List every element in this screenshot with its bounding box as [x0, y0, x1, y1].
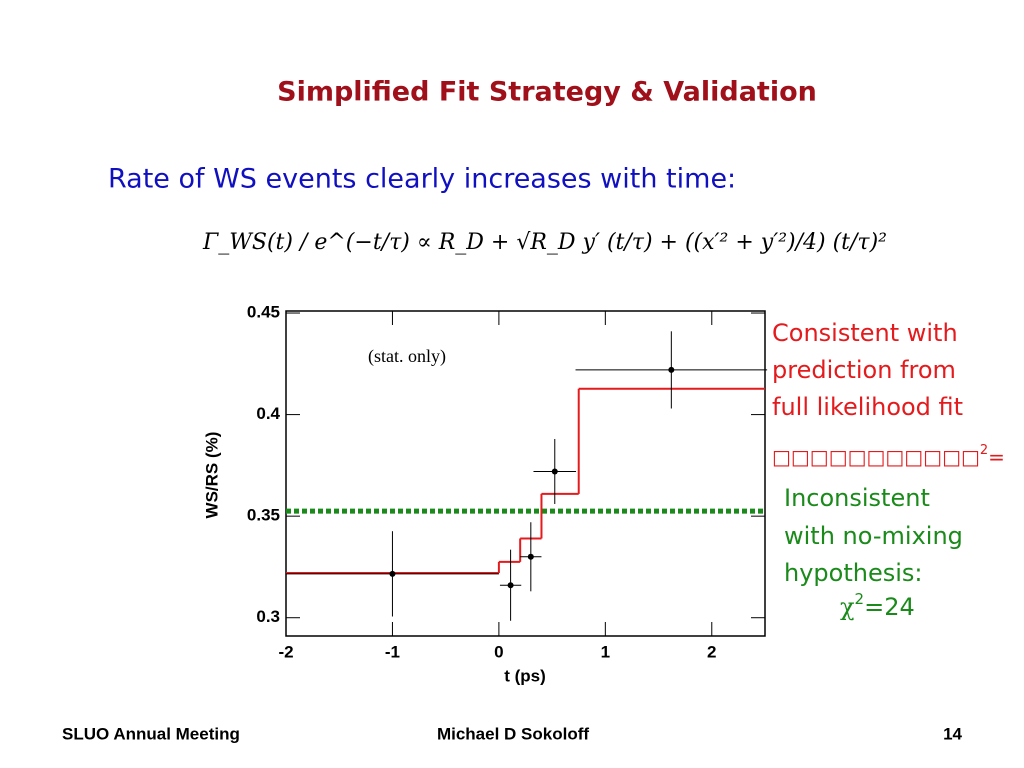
y-axis-label: WS/RS (%) [202, 432, 221, 519]
note-chi: χ2=24 [840, 590, 915, 622]
note-chi: □□□□□□□□□□□2= [772, 443, 1005, 469]
data-point [507, 582, 514, 589]
title: Simplified Fit Strategy & Validation [277, 77, 817, 108]
note-line: prediction from [772, 356, 956, 384]
y-tick-label: 0.45 [247, 303, 280, 322]
note-line: Inconsistent [784, 484, 930, 512]
data-point [668, 366, 675, 373]
footer-right: 14 [943, 724, 962, 743]
chi-rest: =24 [864, 593, 915, 621]
note-line: hypothesis: [784, 559, 922, 587]
data-point [551, 468, 558, 475]
x-axis-label: t (ps) [504, 666, 546, 685]
chi: χ [840, 593, 855, 621]
footer-center: Michael D Sokoloff [437, 724, 589, 743]
sup: 2 [855, 590, 865, 608]
x-tick-label: -2 [278, 642, 293, 661]
x-tick-label: 0 [494, 642, 503, 661]
footer-left: SLUO Annual Meeting [62, 724, 240, 743]
data-point [527, 553, 534, 560]
subtitle: Rate of WS events clearly increases with… [108, 164, 736, 195]
formula: Γ_WS(t) / e^(−t/τ) ∝ R_D + √R_D y′ (t/τ)… [202, 230, 887, 255]
annotation: (stat. only) [368, 346, 446, 367]
chi: □□□□□□□□□□□ [772, 445, 980, 469]
data-point [389, 570, 396, 577]
y-tick-label: 0.35 [247, 506, 280, 525]
x-tick-label: 2 [707, 642, 716, 661]
chi-rest: = [988, 445, 1005, 469]
y-tick-label: 0.4 [256, 404, 280, 423]
x-tick-label: 1 [601, 642, 610, 661]
sup: 2 [980, 443, 988, 458]
plot-frame [285, 310, 766, 637]
x-tick-label: -1 [385, 642, 400, 661]
y-tick-label: 0.3 [256, 607, 280, 626]
note-line: full likelihood fit [772, 393, 963, 421]
note-line: with no-mixing [784, 522, 963, 550]
note-line: Consistent with [772, 319, 958, 347]
